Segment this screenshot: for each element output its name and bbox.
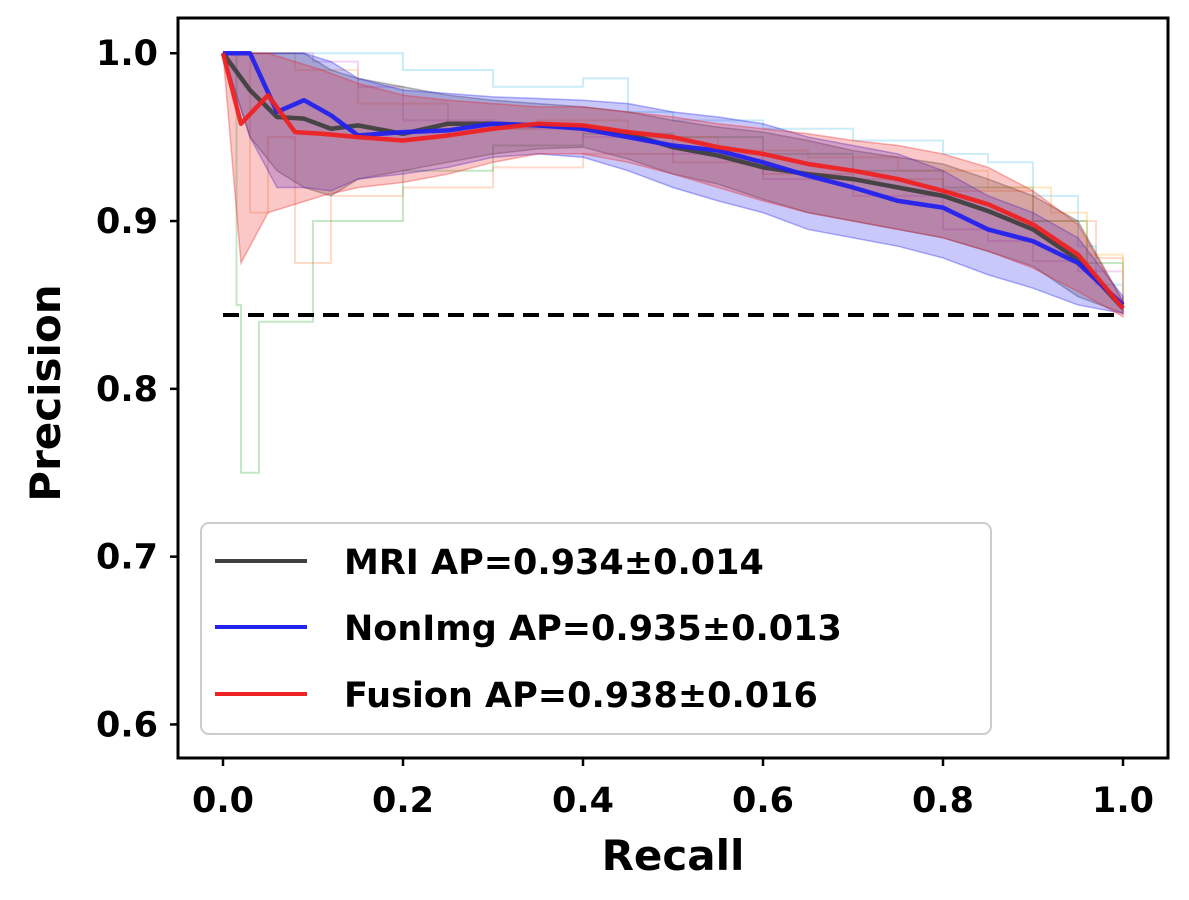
axis-ticks: 0.0 0.2 0.4 0.6 0.8 1.0 0.6 0.7 0.8 0.9 1.0 <box>96 34 1154 821</box>
fold-curve-1 <box>223 52 1124 474</box>
x-tick-label: 0.2 <box>372 781 434 821</box>
series-line-2 <box>220 52 1125 310</box>
legend-entry-nonimg: NonImg AP=0.935±0.013 <box>344 609 842 649</box>
fold-curve-0 <box>223 52 1124 309</box>
x-tick-label: 0.6 <box>732 781 794 821</box>
legend-entry-fusion: Fusion AP=0.938±0.016 <box>344 676 818 716</box>
x-tick-label: 0.4 <box>552 781 614 821</box>
x-tick-label: 1.0 <box>1092 781 1154 821</box>
plot-area <box>220 50 1125 474</box>
y-tick-label: 0.7 <box>96 538 158 578</box>
x-axis-label: Recall <box>602 831 745 880</box>
legend-box <box>200 522 992 735</box>
band-2 <box>222 52 1124 318</box>
y-tick-label: 0.6 <box>96 705 158 745</box>
y-axis-label: Precision <box>21 284 70 501</box>
series-line-1 <box>223 50 1125 307</box>
y-tick-label: 0.9 <box>96 202 158 242</box>
legend: MRI AP=0.934±0.014 NonImg AP=0.935±0.013… <box>200 522 992 735</box>
fold-curve-2 <box>223 52 1124 309</box>
y-tick-label: 1.0 <box>96 34 158 74</box>
y-tick-label: 0.8 <box>96 370 158 410</box>
legend-entry-mri: MRI AP=0.934±0.014 <box>344 543 764 583</box>
x-tick-label: 0.8 <box>912 781 974 821</box>
x-tick-label: 0.0 <box>192 781 254 821</box>
